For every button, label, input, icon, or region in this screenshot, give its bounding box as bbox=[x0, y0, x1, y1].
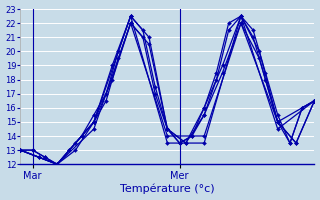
X-axis label: Température (°c): Température (°c) bbox=[120, 184, 215, 194]
